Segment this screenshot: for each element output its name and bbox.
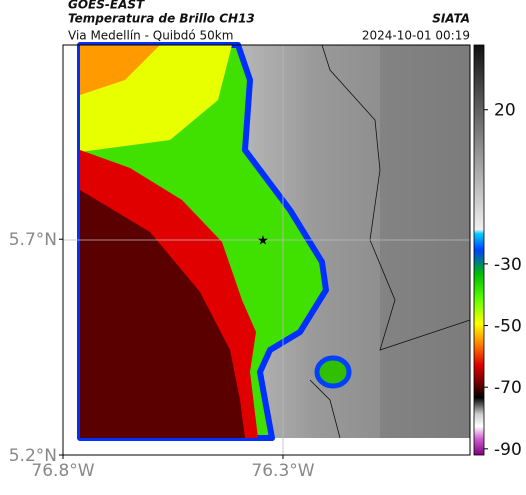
svg-text:★: ★: [257, 234, 269, 249]
colorbar-tick-label: -50: [494, 317, 522, 337]
x-tick-label: 76.3°W: [251, 461, 314, 481]
colorbar-tick-label: -90: [494, 440, 522, 460]
colorbar-tick-label: 20: [494, 101, 516, 121]
timestamp: 2024-10-01 00:19: [362, 29, 470, 43]
x-tick-label: 76.8°W: [31, 461, 94, 481]
title: GOES-EAST: [68, 0, 145, 12]
y-tick-label: 5.7°N: [9, 230, 57, 250]
colorbar-tick-label: -30: [494, 255, 522, 275]
colorbar: [473, 44, 485, 456]
subtitle: Temperatura de Brillo CH13: [68, 12, 255, 26]
map-frame: [62, 44, 471, 456]
region: Via Medellín - Quibdó 50km: [68, 29, 233, 43]
y-tick-label: 5.2°N: [9, 446, 57, 466]
source: SIATA: [432, 12, 470, 26]
colorbar-tick-label: -70: [494, 378, 522, 398]
satellite-image: ★: [63, 42, 471, 455]
